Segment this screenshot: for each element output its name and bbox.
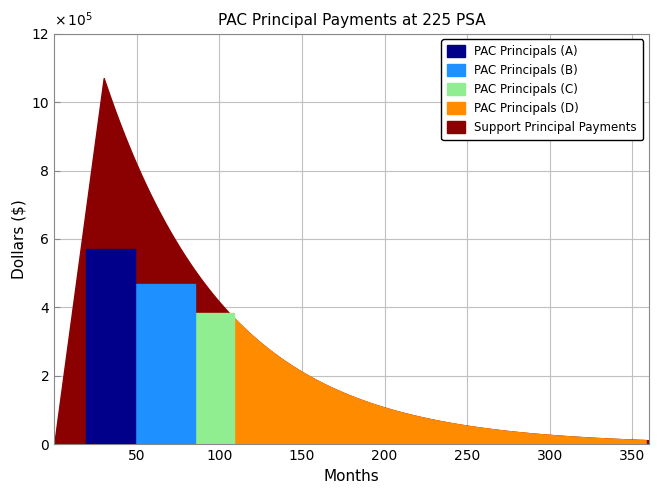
Bar <box>195 313 234 445</box>
Legend: PAC Principals (A), PAC Principals (B), PAC Principals (C), PAC Principals (D), : PAC Principals (A), PAC Principals (B), … <box>442 40 643 140</box>
Y-axis label: Dollars ($): Dollars ($) <box>11 199 26 279</box>
Bar <box>86 249 135 445</box>
Title: PAC Principal Payments at 225 PSA: PAC Principal Payments at 225 PSA <box>218 13 485 28</box>
X-axis label: Months: Months <box>323 469 379 484</box>
Text: $\times\,10^5$: $\times\,10^5$ <box>54 11 93 29</box>
Bar <box>135 284 195 445</box>
